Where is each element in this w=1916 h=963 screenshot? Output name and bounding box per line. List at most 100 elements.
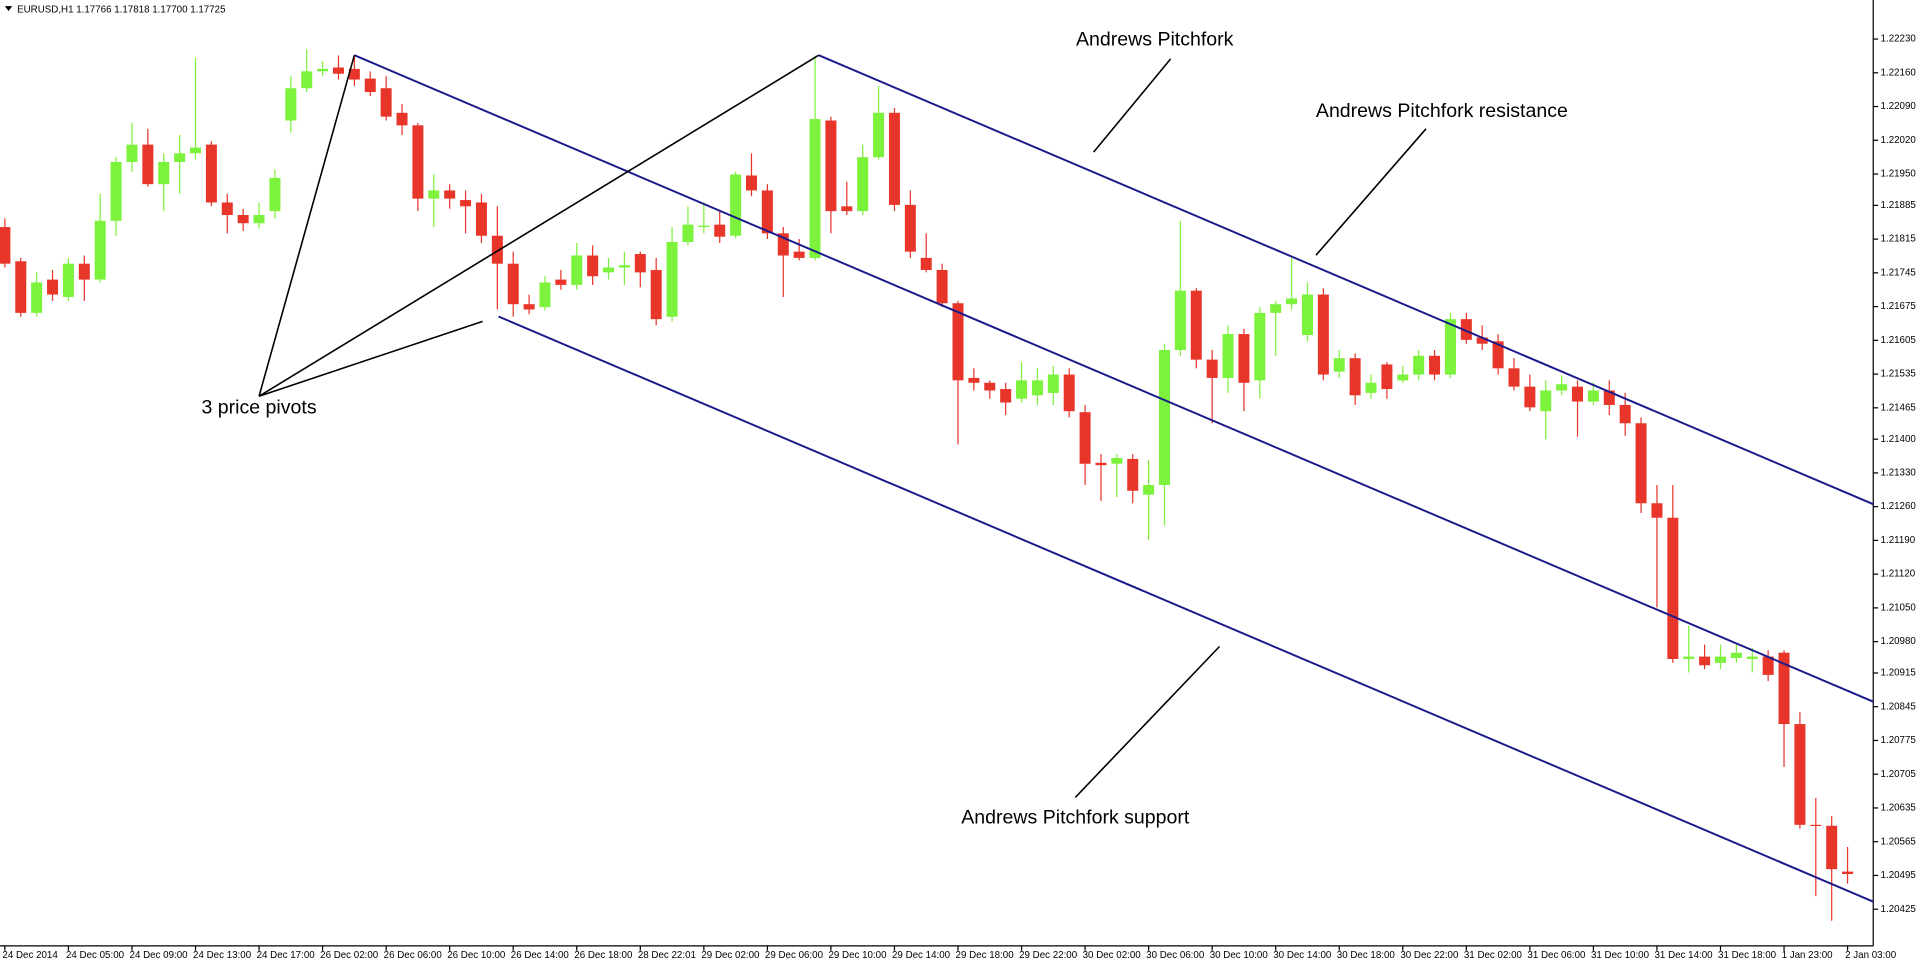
candle-body xyxy=(1524,386,1536,408)
candle-body xyxy=(1429,355,1441,375)
candle-body xyxy=(1016,380,1028,399)
candle-body xyxy=(174,153,186,162)
x-tick-label: 29 Dec 22:00 xyxy=(1019,950,1078,961)
candle-body xyxy=(237,215,249,224)
pitchfork-median xyxy=(353,54,1874,703)
candle-body xyxy=(1127,458,1139,491)
chart-title: EURUSD,H1 1.17766 1.17818 1.17700 1.1772… xyxy=(17,4,226,15)
candle-body xyxy=(158,161,170,185)
candle-body xyxy=(682,224,694,243)
candle-body xyxy=(0,227,11,264)
y-tick-label: 1.22090 xyxy=(1881,101,1916,112)
candle-body xyxy=(952,303,964,381)
pivot-pointer xyxy=(258,54,356,397)
x-tick-label: 26 Dec 14:00 xyxy=(511,950,570,961)
candle-body xyxy=(539,282,551,308)
x-tick-label: 29 Dec 10:00 xyxy=(828,950,887,961)
candle-body xyxy=(936,269,948,304)
candle-body xyxy=(968,377,980,383)
candle-body xyxy=(1159,349,1171,485)
candle-body xyxy=(777,233,789,256)
y-tick-label: 1.22020 xyxy=(1881,135,1916,146)
menu-arrow xyxy=(4,6,13,12)
candle-body xyxy=(1095,462,1107,466)
candle-body xyxy=(1174,290,1186,350)
y-tick-label: 1.21465 xyxy=(1881,402,1916,413)
candle-body xyxy=(1556,384,1568,391)
y-tick-label: 1.21675 xyxy=(1881,301,1916,312)
x-tick-label: 26 Dec 18:00 xyxy=(574,950,633,961)
candles xyxy=(0,49,1854,921)
candle-body xyxy=(396,112,408,126)
candle-body xyxy=(31,282,43,313)
candle-body xyxy=(793,251,805,258)
x-tick-label: 30 Dec 22:00 xyxy=(1400,950,1459,961)
annotation: Andrews Pitchfork support xyxy=(961,806,1190,828)
candle-body xyxy=(460,200,472,207)
pivot-pointer xyxy=(258,54,820,397)
candle-body xyxy=(190,147,202,154)
candle-body xyxy=(587,255,599,277)
candle-body xyxy=(984,382,996,391)
y-tick-label: 1.21535 xyxy=(1881,369,1916,380)
x-tick-label: 29 Dec 02:00 xyxy=(701,950,760,961)
candle-body xyxy=(1460,319,1472,340)
candle-body xyxy=(825,120,837,212)
y-tick-label: 1.20425 xyxy=(1881,904,1916,915)
x-tick-label: 31 Dec 10:00 xyxy=(1591,950,1650,961)
x-tick-label: 31 Dec 06:00 xyxy=(1527,950,1586,961)
candle-body xyxy=(428,190,440,199)
candle-body xyxy=(1492,341,1504,369)
candle-body xyxy=(1397,374,1409,381)
y-tick-label: 1.21885 xyxy=(1881,200,1916,211)
candle-body xyxy=(920,257,932,270)
candle-body xyxy=(126,144,138,162)
candle-body xyxy=(285,88,297,121)
candle-body xyxy=(603,267,615,273)
x-tick-label: 30 Dec 18:00 xyxy=(1337,950,1396,961)
candle-body xyxy=(1619,404,1631,424)
candle-body xyxy=(1333,358,1345,372)
candle-body xyxy=(1047,374,1059,393)
candle-body xyxy=(666,242,678,317)
x-tick-label: 31 Dec 18:00 xyxy=(1718,950,1777,961)
candle-body xyxy=(221,202,233,216)
candle-body xyxy=(348,68,360,80)
candle-body xyxy=(1746,656,1758,659)
candle-body xyxy=(1111,457,1123,464)
candle-body xyxy=(555,279,567,285)
candle-body xyxy=(1286,298,1298,305)
candle-body xyxy=(1079,412,1091,464)
candle-body xyxy=(1778,652,1790,725)
candle-body xyxy=(1444,319,1456,375)
y-tick-label: 1.21260 xyxy=(1881,501,1916,512)
candle-body xyxy=(698,225,710,228)
pitchfork-lower xyxy=(498,315,1874,903)
candle-body xyxy=(904,204,916,252)
candle-body xyxy=(332,67,344,74)
x-tick-label: 30 Dec 14:00 xyxy=(1273,950,1332,961)
candle-body xyxy=(1365,382,1377,393)
candle-body xyxy=(491,235,503,264)
candle-body xyxy=(1762,656,1774,675)
x-tick-label: 30 Dec 06:00 xyxy=(1146,950,1205,961)
candle-body xyxy=(1730,652,1742,659)
candle-body xyxy=(1476,337,1488,344)
candle-body xyxy=(15,261,27,313)
candle-body xyxy=(1540,390,1552,412)
candle-body xyxy=(888,112,900,205)
candle-body xyxy=(1794,724,1806,825)
candle-body xyxy=(571,255,583,285)
y-tick-label: 1.21400 xyxy=(1881,434,1916,445)
candle-body xyxy=(841,206,853,212)
x-tick-label: 30 Dec 10:00 xyxy=(1210,950,1269,961)
candle-body xyxy=(1572,386,1584,402)
candle-body xyxy=(1667,517,1679,659)
candle-body xyxy=(412,125,424,199)
candle-body xyxy=(714,224,726,237)
y-tick-label: 1.20845 xyxy=(1881,701,1916,712)
